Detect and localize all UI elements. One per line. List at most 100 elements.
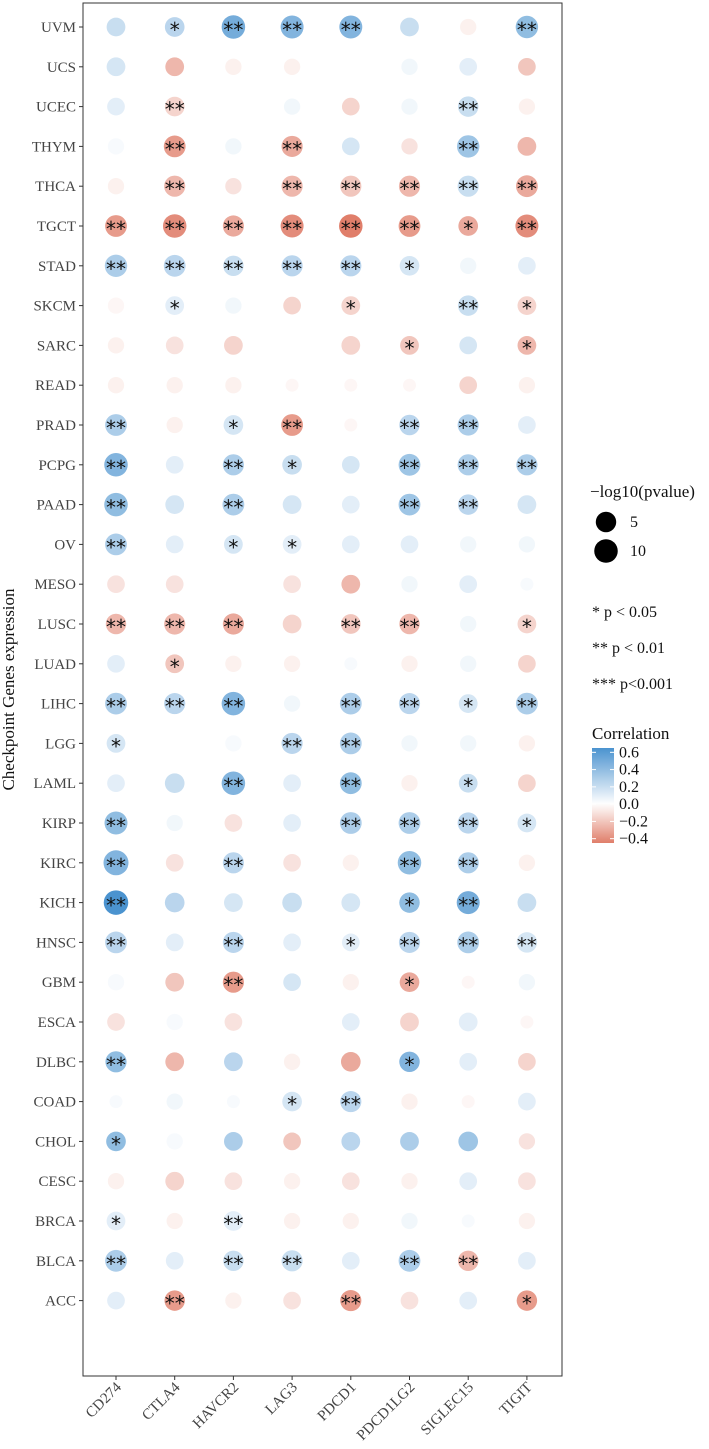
y-tick-label: UCS xyxy=(47,60,76,76)
significance-star: ** xyxy=(106,854,126,878)
y-tick-label: STAD xyxy=(38,259,76,275)
bubble xyxy=(166,1212,183,1230)
y-tick-label: CHOL xyxy=(35,1134,76,1150)
bubble xyxy=(401,1173,418,1190)
bubble xyxy=(226,577,240,591)
bubble xyxy=(280,214,304,238)
bubble xyxy=(165,57,185,77)
bubble xyxy=(456,891,480,915)
bubble xyxy=(164,96,185,117)
significance-star: ** xyxy=(341,177,361,201)
y-tick-label: HNSC xyxy=(36,935,76,951)
significance-star: ** xyxy=(223,1252,243,1276)
bubble xyxy=(225,655,242,672)
y-tick-label: ESCA xyxy=(38,1015,77,1031)
bubble xyxy=(398,1249,421,1272)
bubble xyxy=(165,535,184,554)
significance-star: ** xyxy=(341,257,361,281)
x-tick-label: PDCD1 xyxy=(315,1380,360,1425)
significance-star: ** xyxy=(458,496,478,520)
bubble xyxy=(103,890,129,915)
size-legend-label: 5 xyxy=(630,514,638,531)
bubble xyxy=(164,1290,185,1311)
significance-star: ** xyxy=(400,933,420,957)
y-tick-label: ACC xyxy=(45,1294,76,1310)
bubble xyxy=(109,1095,123,1109)
bubble xyxy=(398,453,421,476)
bubble xyxy=(460,257,477,274)
y-tick-label: PAAD xyxy=(37,498,77,514)
y-tick-label: COAD xyxy=(33,1095,76,1111)
bubble xyxy=(341,574,361,594)
y-tick-label: SARC xyxy=(37,338,76,354)
y-tick-label: OV xyxy=(54,537,76,553)
significance-star: ** xyxy=(106,1053,126,1077)
significance-star: ** xyxy=(458,456,478,480)
significance-star: ** xyxy=(282,257,302,281)
bubble xyxy=(342,854,359,871)
bubble xyxy=(518,98,536,115)
bubble xyxy=(398,693,421,715)
significance-star: ** xyxy=(341,615,361,639)
significance-star: ** xyxy=(223,1212,243,1236)
size-legend: −log10(pvalue) 5 10 xyxy=(590,482,695,563)
bubble xyxy=(518,974,536,991)
bubble xyxy=(225,297,242,314)
bubble xyxy=(516,175,538,198)
bubble xyxy=(164,693,186,715)
bubble xyxy=(282,454,302,475)
significance-star: ** xyxy=(106,1252,126,1276)
bubble xyxy=(106,1211,126,1231)
bubble xyxy=(518,57,536,76)
bubble xyxy=(224,1172,243,1191)
bubble xyxy=(104,811,128,835)
significance-star: ** xyxy=(106,217,126,241)
bubble xyxy=(104,492,128,517)
bubble xyxy=(282,892,302,913)
bubble xyxy=(281,135,303,157)
bubble xyxy=(283,1053,301,1070)
bubble xyxy=(398,812,421,834)
bubble xyxy=(457,96,479,117)
x-tick-label: CD274 xyxy=(83,1379,125,1421)
bubble xyxy=(461,1095,475,1109)
bubble xyxy=(224,535,243,554)
bubble xyxy=(516,454,538,476)
bubble xyxy=(107,297,125,314)
bubble xyxy=(340,1290,362,1312)
bubble xyxy=(517,614,537,634)
bubble xyxy=(518,1172,536,1191)
bubble xyxy=(518,536,536,553)
bubble xyxy=(457,295,479,316)
bubble xyxy=(459,1291,478,1310)
bubble xyxy=(222,931,244,953)
significance-star: * xyxy=(405,1053,415,1077)
significance-star: ** xyxy=(223,933,243,957)
significance-star: * xyxy=(405,257,415,281)
significance-star: ** xyxy=(400,814,420,838)
significance-star: ** xyxy=(165,257,185,281)
bubble xyxy=(341,1172,360,1191)
bubble xyxy=(223,415,244,435)
y-tick-label: LUSC xyxy=(38,617,76,633)
significance-legend: * p < 0.05 ** p < 0.01 *** p<0.001 xyxy=(592,604,673,693)
bubble xyxy=(164,175,186,197)
bubble xyxy=(518,377,536,394)
bubble xyxy=(341,1013,360,1031)
bubble xyxy=(400,17,419,37)
significance-star: ** xyxy=(458,933,478,957)
bubble xyxy=(460,735,477,752)
bubble xyxy=(341,296,361,315)
bubble xyxy=(106,17,126,37)
significance-star: ** xyxy=(223,217,243,241)
bubble xyxy=(459,575,478,594)
y-tick-label: GBM xyxy=(42,975,76,991)
bubble xyxy=(283,774,301,793)
bubble xyxy=(106,734,126,753)
significance-star: ** xyxy=(223,615,243,639)
significance-star: * xyxy=(346,933,356,957)
bubble xyxy=(461,975,475,989)
bubble xyxy=(341,336,361,355)
x-tick-label: CTLA4 xyxy=(139,1379,184,1424)
y-tick-label: UCEC xyxy=(36,100,76,116)
